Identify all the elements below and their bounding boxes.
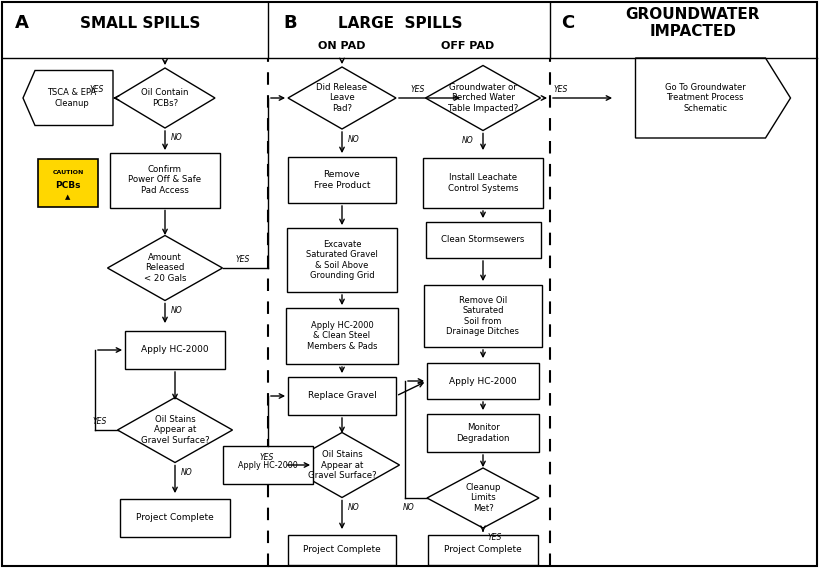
Text: Remove
Free Product: Remove Free Product <box>314 170 370 190</box>
Text: Project Complete: Project Complete <box>136 513 214 523</box>
FancyBboxPatch shape <box>286 308 398 364</box>
FancyBboxPatch shape <box>423 158 543 208</box>
FancyBboxPatch shape <box>426 222 541 258</box>
FancyBboxPatch shape <box>427 414 539 452</box>
Text: Clean Stormsewers: Clean Stormsewers <box>441 236 525 244</box>
Text: YES: YES <box>90 86 104 94</box>
Text: Cleanup
Limits
Met?: Cleanup Limits Met? <box>465 483 500 513</box>
Text: YES: YES <box>488 533 502 542</box>
FancyBboxPatch shape <box>125 331 225 369</box>
Text: A: A <box>15 14 29 32</box>
Text: Oil Stains
Appear at
Gravel Surface?: Oil Stains Appear at Gravel Surface? <box>141 415 210 445</box>
Text: C: C <box>561 14 575 32</box>
Polygon shape <box>115 68 215 128</box>
Polygon shape <box>23 70 113 126</box>
Text: Monitor
Degradation: Monitor Degradation <box>456 423 509 442</box>
FancyBboxPatch shape <box>288 535 396 565</box>
FancyBboxPatch shape <box>288 377 396 415</box>
Polygon shape <box>426 65 541 131</box>
Text: Apply HC-2000
& Clean Steel
Members & Pads: Apply HC-2000 & Clean Steel Members & Pa… <box>307 321 378 351</box>
FancyBboxPatch shape <box>120 499 230 537</box>
Text: Install Leachate
Control Systems: Install Leachate Control Systems <box>448 173 518 193</box>
Text: NO: NO <box>348 135 360 144</box>
Text: YES: YES <box>411 86 425 94</box>
Text: NO: NO <box>171 133 183 143</box>
Text: Go To Groundwater
Treatment Process
Schematic: Go To Groundwater Treatment Process Sche… <box>665 83 745 113</box>
FancyBboxPatch shape <box>288 157 396 203</box>
Text: NO: NO <box>171 306 183 315</box>
Polygon shape <box>117 398 233 462</box>
Text: NO: NO <box>181 468 193 477</box>
Text: Project Complete: Project Complete <box>303 545 381 554</box>
Text: ON PAD: ON PAD <box>319 41 366 51</box>
Text: CAUTION: CAUTION <box>52 170 84 176</box>
Text: Groundwater or
Perched Water
Table Impacted?: Groundwater or Perched Water Table Impac… <box>448 83 518 113</box>
Text: B: B <box>283 14 296 32</box>
FancyBboxPatch shape <box>223 446 313 484</box>
Text: Project Complete: Project Complete <box>444 545 522 554</box>
Text: OFF PAD: OFF PAD <box>441 41 495 51</box>
Polygon shape <box>636 58 790 138</box>
Text: Did Release
Leave
Pad?: Did Release Leave Pad? <box>316 83 368 113</box>
Text: ▲: ▲ <box>66 194 70 200</box>
Text: Remove Oil
Saturated
Soil from
Drainage Ditches: Remove Oil Saturated Soil from Drainage … <box>446 296 519 336</box>
Text: TSCA & EPA
Cleanup: TSCA & EPA Cleanup <box>48 88 97 108</box>
FancyBboxPatch shape <box>424 285 542 347</box>
Polygon shape <box>288 67 396 129</box>
Text: PCBs: PCBs <box>55 181 81 190</box>
Text: Confirm
Power Off & Safe
Pad Access: Confirm Power Off & Safe Pad Access <box>129 165 201 195</box>
Text: NO: NO <box>348 503 360 512</box>
FancyBboxPatch shape <box>287 228 397 292</box>
Text: Apply HC-2000: Apply HC-2000 <box>141 345 209 354</box>
Text: YES: YES <box>93 417 106 427</box>
Text: Oil Stains
Appear at
Gravel Surface?: Oil Stains Appear at Gravel Surface? <box>308 450 376 480</box>
Text: SMALL SPILLS: SMALL SPILLS <box>79 15 200 31</box>
Text: Oil Contain
PCBs?: Oil Contain PCBs? <box>141 88 188 108</box>
FancyBboxPatch shape <box>427 363 539 399</box>
Text: Apply HC-2000: Apply HC-2000 <box>449 377 517 386</box>
Text: NO: NO <box>403 503 415 512</box>
Text: LARGE  SPILLS: LARGE SPILLS <box>337 15 462 31</box>
FancyBboxPatch shape <box>428 535 538 565</box>
Text: GROUNDWATER
IMPACTED: GROUNDWATER IMPACTED <box>626 7 760 39</box>
Text: YES: YES <box>260 453 274 461</box>
Text: Apply HC-2000: Apply HC-2000 <box>238 461 298 470</box>
FancyBboxPatch shape <box>110 152 220 207</box>
Polygon shape <box>427 468 539 528</box>
Text: NO: NO <box>462 136 474 145</box>
FancyBboxPatch shape <box>38 159 98 207</box>
Text: YES: YES <box>235 256 250 265</box>
Polygon shape <box>107 236 223 300</box>
Text: YES: YES <box>554 86 568 94</box>
Text: Excavate
Saturated Gravel
& Soil Above
Grounding Grid: Excavate Saturated Gravel & Soil Above G… <box>306 240 378 280</box>
Polygon shape <box>284 432 400 498</box>
Text: Replace Gravel: Replace Gravel <box>308 391 377 400</box>
Text: Amount
Released
< 20 Gals: Amount Released < 20 Gals <box>144 253 186 283</box>
